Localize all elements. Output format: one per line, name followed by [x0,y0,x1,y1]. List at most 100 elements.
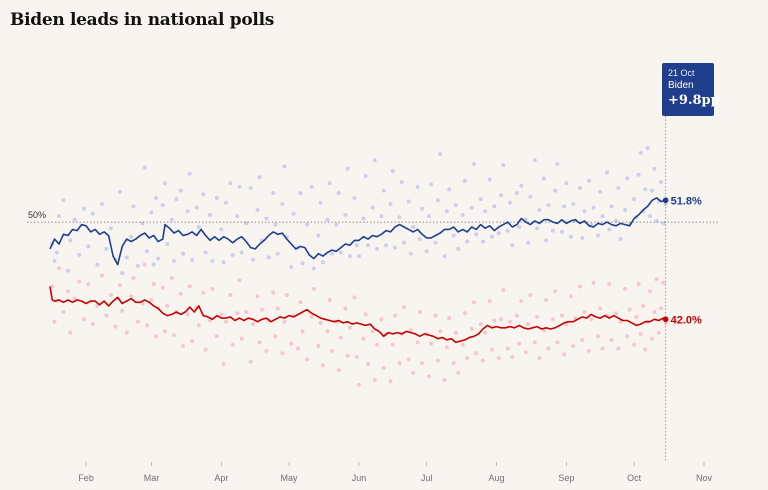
biden-poll-dot [334,222,339,227]
trump-poll-dot [237,278,242,283]
biden-poll-dot [151,262,156,267]
trump-poll-dot [165,303,170,308]
trump-poll-dot [320,363,325,368]
trump-poll-dot [526,322,531,327]
biden-poll-dot [519,183,524,188]
trump-poll-dot [647,289,652,294]
biden-poll-dot [625,176,630,181]
biden-poll-dot [481,239,485,244]
tooltip-lead: +9.8pp [668,93,720,108]
trump-poll-dot [86,282,91,287]
biden-poll-dot [305,222,310,227]
trump-poll-dot [104,313,109,318]
biden-poll-dot [68,238,73,243]
biden-poll-dot [77,252,82,257]
biden-poll-dot [257,175,262,180]
trump-poll-dot [447,316,452,321]
biden-poll-dot [86,244,91,249]
biden-poll-dot [528,194,533,199]
trump-poll-dot [108,293,113,297]
trump-poll-dot [316,344,321,348]
trump-poll-dot [438,329,443,334]
trump-poll-dot [580,337,585,342]
trump-poll-dot [577,284,582,289]
tooltip-date: 21 Oct [668,68,695,78]
trump-poll-dot [661,280,666,285]
biden-poll-dot [460,212,465,217]
biden-poll-dot [320,260,325,265]
trump-poll-dot [372,378,377,382]
biden-poll-dot [397,215,402,220]
biden-poll-dot [289,265,294,270]
biden-poll-dot [248,186,253,191]
biden-poll-dot [366,243,370,248]
biden-poll-dot [472,161,476,166]
biden-poll-dot [336,191,341,195]
trump-poll-dot [429,341,434,346]
trump-poll-dot [142,262,147,267]
trump-poll-dot [145,323,149,328]
trump-poll-dot [474,351,479,356]
biden-poll-dot [90,211,95,216]
biden-poll-dot [510,243,515,248]
trump-poll-dot [347,325,352,330]
trump-poll-dot [659,306,664,311]
biden-poll-dot [492,204,497,209]
biden-poll-dot [465,239,470,244]
trump-poll-dot [490,347,494,352]
trump-poll-dot [248,359,253,364]
trump-poll-dot [408,328,413,333]
trump-poll-dot [643,347,648,352]
trump-poll-dot [388,379,393,384]
trump-poll-dot [553,289,558,294]
trump-poll-dot [244,310,249,314]
trump-poll-dot [354,354,359,359]
trump-poll-dot [363,312,368,317]
trump-poll-dot [453,330,458,335]
trump-poll-dot [190,339,195,344]
trump-poll-dot [361,336,366,341]
trump-poll-dot [273,334,278,339]
trump-trend-line [49,286,666,344]
trump-poll-dot [223,319,228,324]
trump-poll-dot [239,336,244,341]
x-tick-label: Mar [144,473,160,483]
trump-poll-dot [487,299,492,304]
biden-poll-dot [57,214,61,219]
x-tick-label: May [281,473,299,483]
biden-poll-dot [251,257,255,262]
biden-poll-dot [99,201,104,206]
biden-poll-dot [156,256,161,261]
biden-end-marker [662,197,669,204]
biden-poll-dot [429,182,434,187]
biden-poll-dot [501,163,506,168]
tooltip-candidate: Biden [668,80,694,91]
biden-poll-dot [553,188,558,193]
trump-poll-dot [325,329,330,334]
trump-poll-dot [99,273,104,278]
trump-poll-dot [154,334,158,339]
biden-poll-dot [219,227,224,232]
trump-poll-dot [327,297,332,302]
x-axis: Feb Mar Apr May Jun Jul Aug Sep Oct Nov [78,462,712,483]
trump-poll-dot [402,305,407,310]
biden-poll-dot [390,169,395,174]
trump-poll-dot [627,307,632,312]
biden-poll-dot [623,208,628,212]
trump-poll-dot [390,342,395,347]
trump-poll-dot [298,300,303,305]
trump-poll-dot [559,313,564,318]
trump-poll-dot [609,337,614,342]
biden-poll-dot [596,233,600,238]
trump-poll-dot [587,348,591,353]
trump-poll-dot [178,291,183,296]
biden-end-value: 51.8% [671,195,702,207]
biden-poll-dot [652,166,657,171]
biden-poll-dot [564,181,569,186]
biden-poll-dot [264,216,269,221]
biden-poll-dot [393,245,397,250]
trump-poll-dot [271,290,276,295]
trump-poll-dot [203,347,208,352]
trump-poll-dot [289,341,294,346]
biden-poll-dot [72,217,77,222]
